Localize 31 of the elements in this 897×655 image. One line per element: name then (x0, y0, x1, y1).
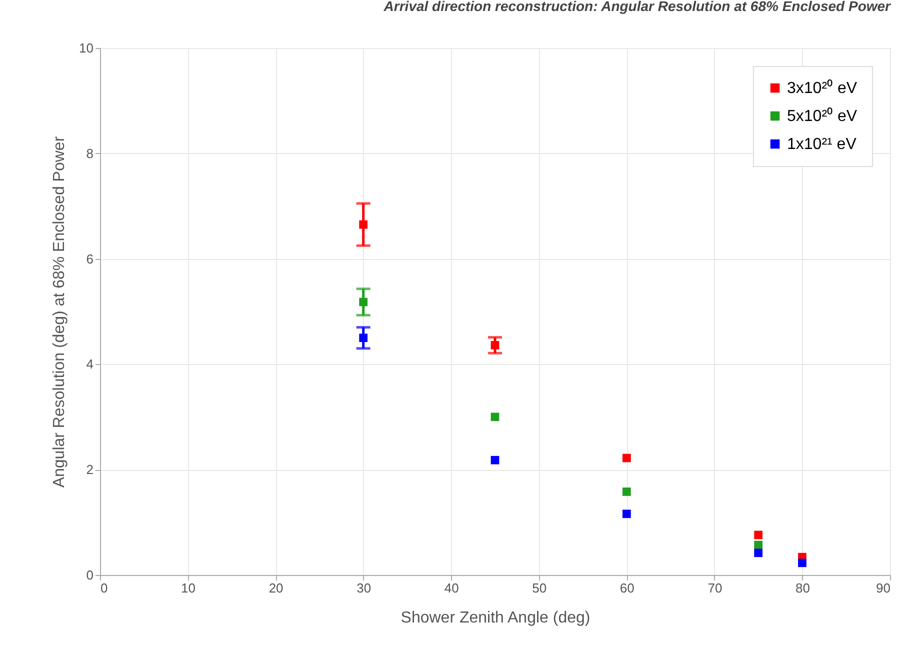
x-tick-label: 30 (356, 580, 372, 596)
y-tick-label: 10 (79, 40, 94, 56)
y-tick-label: 2 (86, 462, 94, 478)
legend-label: 5x10²⁰ eV (787, 107, 858, 125)
x-tick-label: 60 (620, 580, 634, 596)
x-tick-label: 20 (268, 580, 284, 596)
y-tick-label: 0 (86, 568, 94, 582)
x-tick-label: 50 (532, 580, 547, 596)
y-tick-label: 6 (86, 251, 94, 266)
point (490, 456, 500, 464)
y-axis-title: Angular Resolution (deg) at 68% Enclosed Power (51, 136, 68, 488)
point (754, 540, 763, 550)
point (754, 530, 763, 540)
point (622, 454, 631, 462)
x-axis-title: Shower Zenith Angle (deg) (400, 610, 590, 626)
y-tick-label: 4 (86, 356, 94, 372)
point (754, 548, 763, 558)
x-tick-label: 40 (444, 580, 459, 596)
x-tick-label: 80 (795, 580, 810, 596)
point (622, 488, 631, 496)
point (490, 412, 500, 422)
x-tick-label: 0 (100, 580, 108, 596)
y-tick-label: 8 (86, 146, 94, 161)
x-tick-label: 70 (708, 580, 722, 596)
point (622, 510, 631, 518)
x-tick-label: 90 (876, 580, 890, 596)
x-tick-label: 10 (181, 580, 196, 596)
chart-title: Arrival direction reconstruction: Angular Resolution at 68% Enclosed Power (382, 0, 892, 14)
point (798, 558, 806, 568)
legend-label: 1x10²¹ eV (787, 136, 857, 153)
legend-label: 3x10²⁰ eV (787, 79, 858, 97)
